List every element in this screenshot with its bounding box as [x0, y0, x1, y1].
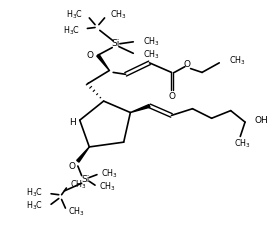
Text: CH$_3$: CH$_3$ — [99, 181, 116, 193]
Text: CH$_3$: CH$_3$ — [234, 138, 251, 150]
Text: CH$_3$: CH$_3$ — [229, 55, 246, 67]
Text: H$_3$C: H$_3$C — [66, 9, 84, 21]
Text: H$_3$C: H$_3$C — [63, 24, 80, 37]
Text: O: O — [69, 162, 76, 172]
Polygon shape — [130, 104, 150, 113]
Polygon shape — [77, 147, 89, 162]
Text: CH$_3$: CH$_3$ — [110, 9, 127, 21]
Text: H$_3$C: H$_3$C — [26, 186, 43, 199]
Text: O: O — [169, 92, 176, 101]
Text: Si: Si — [81, 175, 90, 184]
Text: CH$_3$: CH$_3$ — [70, 179, 87, 191]
Text: CH$_3$: CH$_3$ — [143, 49, 160, 62]
Polygon shape — [97, 54, 109, 70]
Text: CH$_3$: CH$_3$ — [68, 206, 85, 218]
Text: O: O — [183, 60, 190, 69]
Text: OH: OH — [255, 116, 268, 125]
Text: CH$_3$: CH$_3$ — [143, 35, 160, 48]
Text: Si: Si — [112, 39, 120, 48]
Text: CH$_3$: CH$_3$ — [101, 167, 118, 180]
Text: H: H — [69, 118, 76, 126]
Text: O: O — [87, 51, 94, 60]
Text: H$_3$C: H$_3$C — [26, 200, 43, 213]
